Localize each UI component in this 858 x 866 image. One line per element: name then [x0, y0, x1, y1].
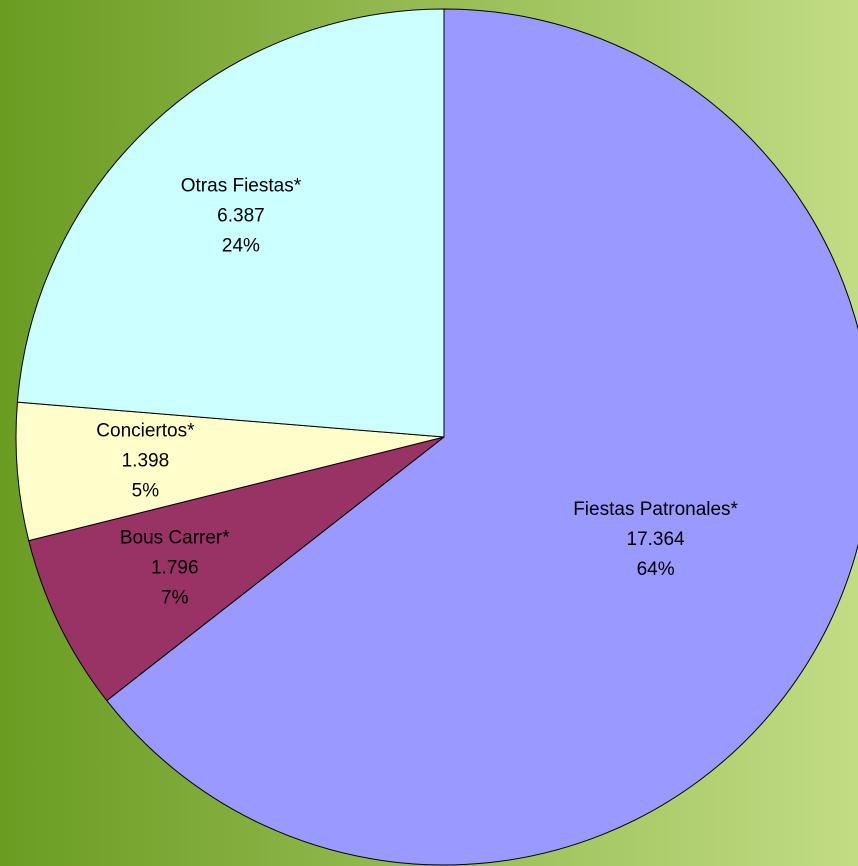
pie-slice	[28, 436, 445, 702]
slice-value: 17.364	[627, 529, 686, 550]
slice-value: 1.398	[122, 450, 170, 471]
slice-percent: 64%	[637, 559, 675, 580]
slice-percent: 24%	[222, 236, 260, 257]
slice-percent: 5%	[132, 480, 160, 501]
pie-slice	[106, 8, 858, 866]
slice-percent: 7%	[161, 587, 189, 608]
pie-slice	[15, 401, 445, 542]
slice-value: 6.387	[217, 206, 265, 227]
slice-category: Bous Carrer*	[120, 527, 230, 548]
slice-category: Fiestas Patronales*	[573, 499, 738, 520]
slice-category: Conciertos*	[96, 420, 195, 441]
slice-value: 1.796	[151, 557, 199, 578]
slice-category: Otras Fiestas*	[181, 176, 302, 197]
pie-slice	[16, 8, 445, 438]
